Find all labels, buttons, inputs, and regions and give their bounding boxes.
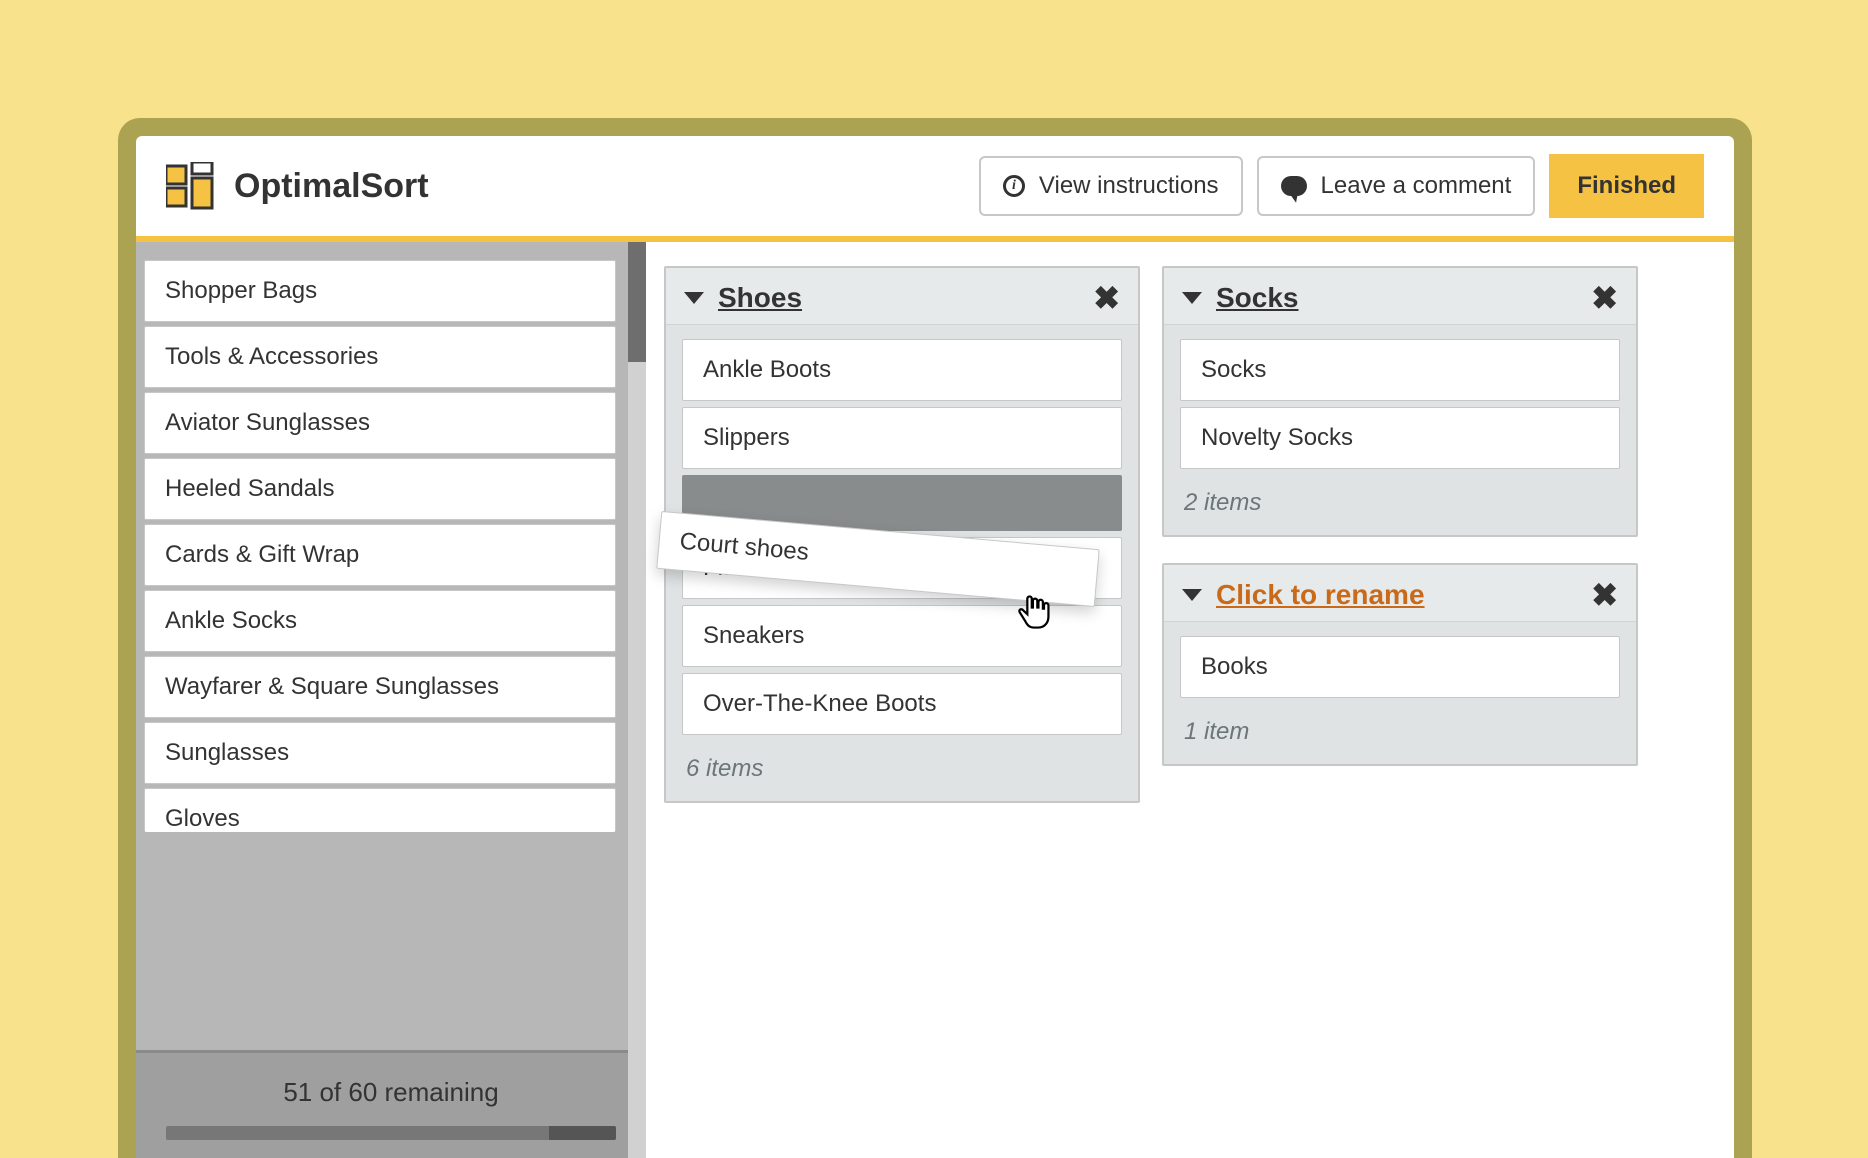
unsorted-card[interactable]: Wayfarer & Square Sunglasses	[144, 656, 616, 718]
sorted-card[interactable]: Socks	[1180, 339, 1620, 401]
sorted-card[interactable]: Books	[1180, 636, 1620, 698]
close-icon[interactable]: ✖	[1591, 282, 1618, 314]
unsorted-card[interactable]: Tools & Accessories	[144, 326, 616, 388]
collapse-icon[interactable]	[1182, 292, 1202, 304]
group-rename-title[interactable]: Click to rename	[1216, 579, 1577, 611]
group-title[interactable]: Socks	[1216, 282, 1577, 314]
progress-bar-track	[166, 1126, 616, 1140]
remaining-counter: 51 of 60 remaining	[166, 1077, 616, 1108]
close-icon[interactable]: ✖	[1591, 579, 1618, 611]
group-item-count: 6 items	[666, 741, 1138, 801]
sort-canvas[interactable]: Shoes✖Ankle BootsSlippersFlat SandalsSne…	[646, 242, 1734, 1158]
sorted-card[interactable]: Novelty Socks	[1180, 407, 1620, 469]
finished-button[interactable]: Finished	[1549, 154, 1704, 218]
app-name: OptimalSort	[234, 167, 429, 206]
sorted-card[interactable]: Over-The-Knee Boots	[682, 673, 1122, 735]
group-header: Shoes ✖	[666, 268, 1138, 325]
browser-frame: OptimalSort i View instructions Leave a …	[118, 118, 1752, 1158]
dragging-card-label: Court shoes	[679, 528, 810, 566]
body: Shopper BagsTools & AccessoriesAviator S…	[136, 242, 1734, 1158]
view-instructions-label: View instructions	[1039, 172, 1219, 200]
leave-comment-button[interactable]: Leave a comment	[1257, 156, 1536, 216]
group-item-count: 1 item	[1164, 704, 1636, 764]
sidebar-scrollbar-thumb[interactable]	[628, 242, 646, 362]
sort-group[interactable]: Click to rename ✖ Books1 item	[1162, 563, 1638, 766]
sidebar-footer: 51 of 60 remaining	[136, 1050, 646, 1158]
group-column: Socks✖SocksNovelty Socks2 itemsClick to …	[1162, 266, 1638, 766]
unsorted-card-list[interactable]: Shopper BagsTools & AccessoriesAviator S…	[136, 242, 646, 1050]
sorted-card[interactable]: Ankle Boots	[682, 339, 1122, 401]
header-actions: i View instructions Leave a comment Fini…	[979, 154, 1704, 218]
group-title[interactable]: Shoes	[718, 282, 1079, 314]
unsorted-card[interactable]: Aviator Sunglasses	[144, 392, 616, 454]
comment-icon	[1281, 176, 1307, 196]
header: OptimalSort i View instructions Leave a …	[136, 136, 1734, 242]
unsorted-card[interactable]: Gloves	[144, 788, 616, 832]
sort-group[interactable]: Socks✖SocksNovelty Socks2 items	[1162, 266, 1638, 537]
group-header: Socks ✖	[1164, 268, 1636, 325]
leave-comment-label: Leave a comment	[1321, 172, 1512, 200]
app-logo-icon	[166, 162, 218, 210]
unsorted-card[interactable]: Heeled Sandals	[144, 458, 616, 520]
sorted-card[interactable]: Sneakers	[682, 605, 1122, 667]
group-body[interactable]: Books	[1164, 622, 1636, 704]
progress-bar-fill	[549, 1126, 617, 1140]
unsorted-sidebar: Shopper BagsTools & AccessoriesAviator S…	[136, 242, 646, 1158]
finished-label: Finished	[1577, 172, 1676, 199]
group-body[interactable]: SocksNovelty Socks	[1164, 325, 1636, 475]
app-window: OptimalSort i View instructions Leave a …	[136, 136, 1734, 1158]
view-instructions-button[interactable]: i View instructions	[979, 156, 1243, 216]
sorted-card[interactable]: Slippers	[682, 407, 1122, 469]
unsorted-card[interactable]: Ankle Socks	[144, 590, 616, 652]
group-item-count: 2 items	[1164, 475, 1636, 535]
sidebar-scrollbar-track[interactable]	[628, 242, 646, 1158]
unsorted-card[interactable]: Cards & Gift Wrap	[144, 524, 616, 586]
collapse-icon[interactable]	[684, 292, 704, 304]
info-icon: i	[1003, 175, 1025, 197]
group-header: Click to rename ✖	[1164, 565, 1636, 622]
close-icon[interactable]: ✖	[1093, 282, 1120, 314]
logo: OptimalSort	[166, 162, 429, 210]
collapse-icon[interactable]	[1182, 589, 1202, 601]
unsorted-card[interactable]: Sunglasses	[144, 722, 616, 784]
unsorted-card[interactable]: Shopper Bags	[144, 260, 616, 322]
